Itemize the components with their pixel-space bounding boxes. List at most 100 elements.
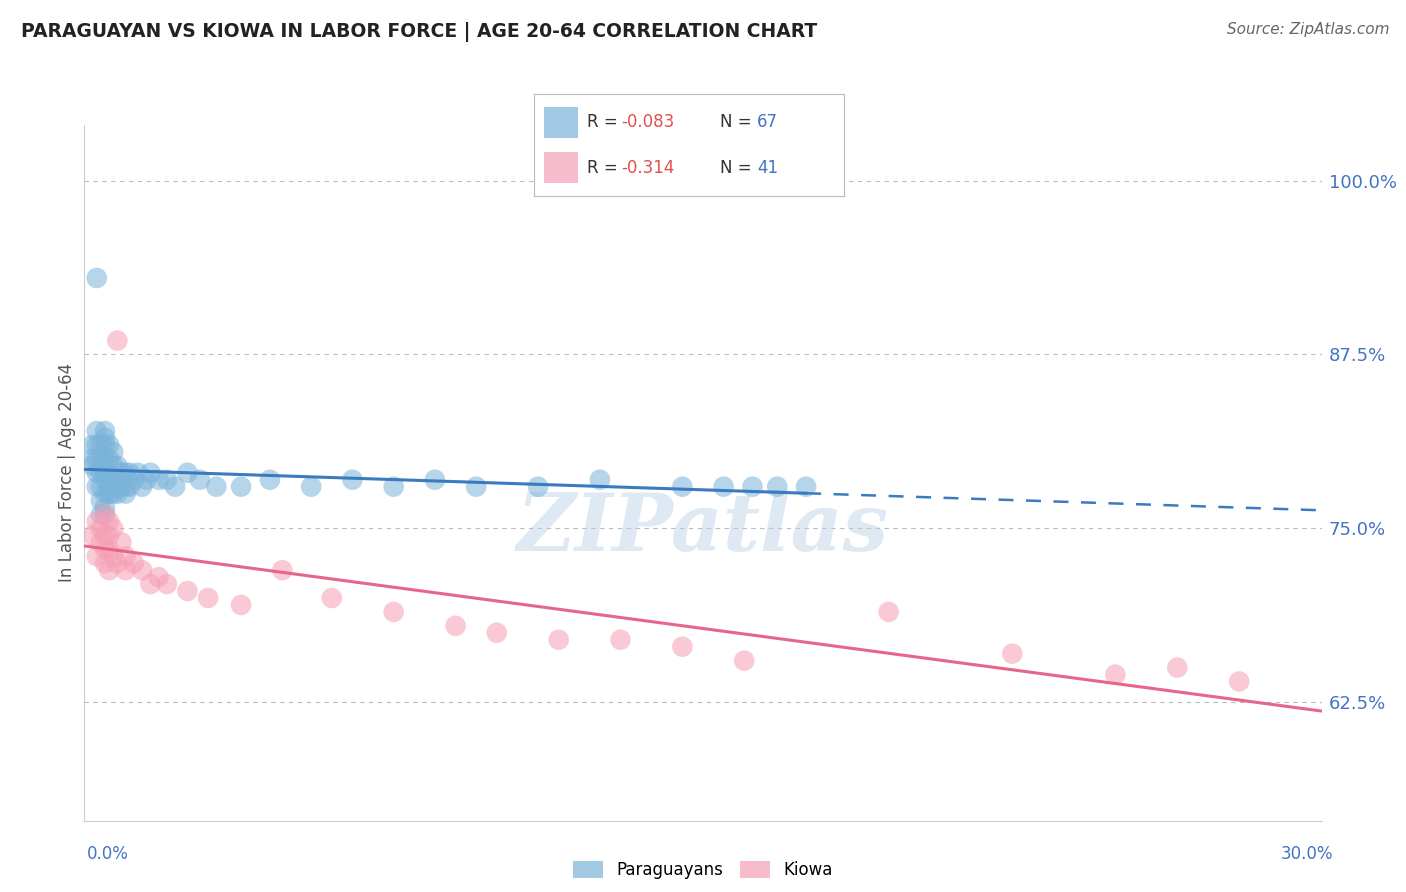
Point bbox=[877, 605, 900, 619]
Point bbox=[94, 500, 117, 515]
Point bbox=[1104, 667, 1126, 681]
Point bbox=[671, 640, 693, 654]
Point bbox=[713, 480, 735, 494]
Text: 41: 41 bbox=[756, 159, 778, 177]
Point bbox=[82, 451, 104, 466]
Point bbox=[118, 480, 141, 494]
Point bbox=[103, 549, 125, 564]
Point bbox=[90, 466, 112, 480]
Point bbox=[176, 584, 198, 599]
Point bbox=[94, 508, 117, 522]
Point bbox=[671, 480, 693, 494]
Point bbox=[176, 466, 198, 480]
Point bbox=[94, 431, 117, 445]
Point bbox=[103, 458, 125, 473]
Point bbox=[148, 473, 170, 487]
Point bbox=[1166, 660, 1188, 674]
Point bbox=[766, 480, 789, 494]
Point bbox=[82, 458, 104, 473]
Point bbox=[229, 480, 252, 494]
Point bbox=[94, 542, 117, 557]
Point bbox=[86, 515, 108, 529]
Legend: Paraguayans, Kiowa: Paraguayans, Kiowa bbox=[567, 854, 839, 886]
Point bbox=[127, 466, 149, 480]
Text: N =: N = bbox=[720, 159, 756, 177]
Point bbox=[114, 466, 136, 480]
Point bbox=[105, 473, 128, 487]
Point bbox=[589, 473, 612, 487]
Point bbox=[114, 563, 136, 577]
Point bbox=[114, 486, 136, 500]
Point bbox=[98, 528, 121, 542]
Point bbox=[86, 424, 108, 438]
Text: PARAGUAYAN VS KIOWA IN LABOR FORCE | AGE 20-64 CORRELATION CHART: PARAGUAYAN VS KIOWA IN LABOR FORCE | AGE… bbox=[21, 22, 817, 42]
Point bbox=[131, 480, 153, 494]
Point bbox=[156, 473, 179, 487]
Point bbox=[733, 654, 755, 668]
Point bbox=[98, 451, 121, 466]
Point bbox=[1001, 647, 1024, 661]
Point bbox=[165, 480, 187, 494]
Point bbox=[86, 271, 108, 285]
Y-axis label: In Labor Force | Age 20-64: In Labor Force | Age 20-64 bbox=[58, 363, 76, 582]
Point bbox=[90, 493, 112, 508]
Point bbox=[94, 486, 117, 500]
Point bbox=[86, 451, 108, 466]
Point bbox=[485, 625, 508, 640]
Point bbox=[86, 480, 108, 494]
Point bbox=[103, 521, 125, 535]
Point bbox=[135, 473, 157, 487]
Point bbox=[94, 508, 117, 522]
Point bbox=[94, 473, 117, 487]
Point bbox=[1227, 674, 1250, 689]
Point bbox=[103, 473, 125, 487]
Point bbox=[382, 605, 405, 619]
Point bbox=[90, 480, 112, 494]
Point bbox=[90, 451, 112, 466]
Point bbox=[90, 438, 112, 452]
Point bbox=[82, 528, 104, 542]
Point bbox=[94, 466, 117, 480]
Point bbox=[98, 542, 121, 557]
Point bbox=[423, 473, 446, 487]
Point bbox=[103, 445, 125, 459]
Point bbox=[105, 486, 128, 500]
Text: 30.0%: 30.0% bbox=[1281, 846, 1333, 863]
Point bbox=[90, 535, 112, 549]
Point bbox=[122, 556, 145, 570]
Point bbox=[299, 480, 322, 494]
Text: R =: R = bbox=[586, 159, 623, 177]
Point bbox=[94, 424, 117, 438]
Point bbox=[98, 486, 121, 500]
Point bbox=[105, 334, 128, 348]
Text: 0.0%: 0.0% bbox=[87, 846, 129, 863]
Point bbox=[86, 438, 108, 452]
Point bbox=[98, 438, 121, 452]
Point bbox=[465, 480, 488, 494]
Point bbox=[609, 632, 631, 647]
Point bbox=[86, 549, 108, 564]
Point bbox=[527, 480, 550, 494]
Point bbox=[321, 591, 343, 605]
Point bbox=[794, 480, 817, 494]
Point bbox=[105, 458, 128, 473]
Point bbox=[139, 577, 162, 591]
Point bbox=[382, 480, 405, 494]
Point bbox=[118, 466, 141, 480]
Point bbox=[139, 466, 162, 480]
Point bbox=[110, 535, 132, 549]
Point bbox=[156, 577, 179, 591]
Point bbox=[259, 473, 281, 487]
Text: -0.083: -0.083 bbox=[621, 113, 673, 131]
Point bbox=[741, 480, 763, 494]
Point bbox=[94, 556, 117, 570]
Point bbox=[98, 515, 121, 529]
Point bbox=[444, 619, 467, 633]
Point bbox=[94, 451, 117, 466]
Point bbox=[98, 480, 121, 494]
Point bbox=[114, 549, 136, 564]
Point bbox=[90, 508, 112, 522]
Text: ZIPatlas: ZIPatlas bbox=[517, 490, 889, 567]
Point bbox=[86, 466, 108, 480]
Point bbox=[148, 570, 170, 584]
